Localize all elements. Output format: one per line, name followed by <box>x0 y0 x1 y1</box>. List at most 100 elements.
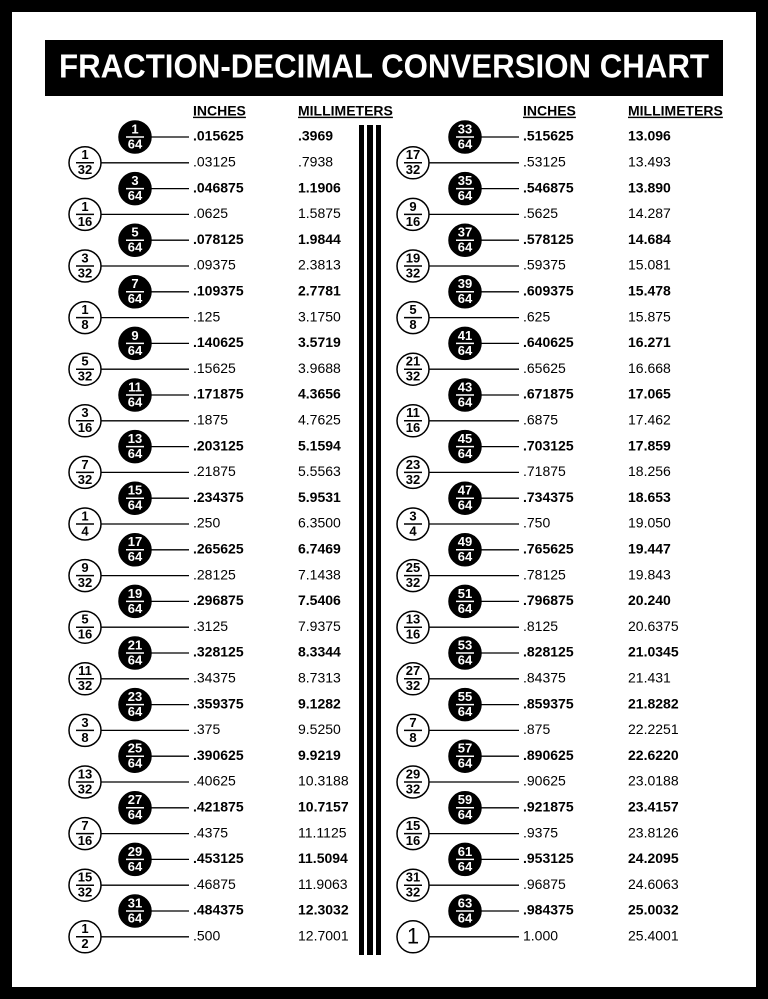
numerator: 15 <box>128 483 142 498</box>
denominator: 64 <box>128 291 143 306</box>
inches-value: .359375 <box>193 695 244 711</box>
denominator: 32 <box>78 575 92 590</box>
inches-value: .734375 <box>523 489 574 505</box>
denominator: 16 <box>406 214 420 229</box>
inches-value: .4375 <box>193 824 228 840</box>
denominator: 64 <box>128 240 143 255</box>
inches-value: .984375 <box>523 902 574 918</box>
numerator: 15 <box>406 818 420 833</box>
numerator: 27 <box>406 663 420 678</box>
mm-value: .3969 <box>298 128 333 144</box>
inches-value: .625 <box>523 308 550 324</box>
denominator: 64 <box>128 807 143 822</box>
mm-value: 4.7625 <box>298 412 341 428</box>
denominator: 32 <box>78 885 92 900</box>
denominator: 8 <box>81 730 88 745</box>
mm-value: 1.9844 <box>298 231 341 247</box>
denominator: 64 <box>458 910 473 925</box>
denominator: 32 <box>406 575 420 590</box>
inches-value: .796875 <box>523 592 574 608</box>
numerator: 55 <box>458 689 472 704</box>
inches-value: .453125 <box>193 850 244 866</box>
inches-value: .71875 <box>523 463 566 479</box>
denominator: 32 <box>78 162 92 177</box>
mm-value: 18.256 <box>628 463 671 479</box>
denominator: 64 <box>458 446 473 461</box>
mm-value: 3.9688 <box>298 360 341 376</box>
mm-value: 19.447 <box>628 541 671 557</box>
inches-value: .515625 <box>523 128 574 144</box>
mm-value: 25.0032 <box>628 902 679 918</box>
inches-value: .921875 <box>523 799 574 815</box>
numerator: 9 <box>81 560 88 575</box>
denominator: 16 <box>78 627 92 642</box>
numerator: 23 <box>406 457 420 472</box>
numerator: 7 <box>131 276 138 291</box>
numerator: 7 <box>81 818 88 833</box>
mm-value: 1.5875 <box>298 205 341 221</box>
inches-value: .15625 <box>193 360 236 376</box>
mm-value: 1.1906 <box>298 179 341 195</box>
numerator: 1 <box>81 147 88 162</box>
denominator: 64 <box>128 394 143 409</box>
inches-value: .171875 <box>193 386 244 402</box>
numerator: 13 <box>128 431 142 446</box>
inches-value: .671875 <box>523 386 574 402</box>
inches-value: .640625 <box>523 334 574 350</box>
inches-value: .953125 <box>523 850 574 866</box>
inches-value: .8125 <box>523 618 558 634</box>
numerator: 31 <box>128 895 142 910</box>
mm-value: 20.240 <box>628 592 671 608</box>
inches-value: .421875 <box>193 799 244 815</box>
inches-value: .9375 <box>523 824 558 840</box>
numerator: 39 <box>458 276 472 291</box>
numerator: 41 <box>458 328 472 343</box>
numerator: 51 <box>458 586 472 601</box>
numerator: 11 <box>406 405 420 420</box>
inches-value: .890625 <box>523 747 574 763</box>
numerator: 15 <box>78 870 92 885</box>
mm-value: 13.096 <box>628 128 671 144</box>
numerator: 19 <box>128 586 142 601</box>
numerator: 9 <box>131 328 138 343</box>
numerator: 1 <box>131 121 138 136</box>
denominator: 64 <box>128 859 143 874</box>
inches-value: .546875 <box>523 179 574 195</box>
inches-value: .90625 <box>523 773 566 789</box>
denominator: 32 <box>406 472 420 487</box>
denominator: 32 <box>78 472 92 487</box>
mm-value: 11.9063 <box>298 876 348 892</box>
mm-value: 13.493 <box>628 154 671 170</box>
mm-value: 4.3656 <box>298 386 341 402</box>
denominator: 32 <box>406 369 420 384</box>
denominator: 16 <box>78 214 92 229</box>
mm-value: 16.668 <box>628 360 671 376</box>
inches-value: .015625 <box>193 128 244 144</box>
inches-value: .609375 <box>523 283 574 299</box>
mm-value: 9.1282 <box>298 695 341 711</box>
mm-value: .7938 <box>298 154 333 170</box>
denominator: 64 <box>128 601 143 616</box>
numerator: 19 <box>406 250 420 265</box>
inches-value: .84375 <box>523 670 566 686</box>
numerator: 13 <box>406 612 420 627</box>
denominator: 16 <box>78 420 92 435</box>
mm-value: 6.3500 <box>298 515 341 531</box>
numerator: 1 <box>81 508 88 523</box>
mm-value: 3.5719 <box>298 334 341 350</box>
mm-value: 9.5250 <box>298 721 341 737</box>
numerator: 37 <box>458 225 472 240</box>
mm-value: 20.6375 <box>628 618 679 634</box>
inches-value: .78125 <box>523 566 566 582</box>
inches-value: .59375 <box>523 257 566 273</box>
mm-value: 9.9219 <box>298 747 341 763</box>
inches-value: .3125 <box>193 618 228 634</box>
numerator: 1 <box>81 921 88 936</box>
denominator: 32 <box>78 678 92 693</box>
inches-value: .250 <box>193 515 220 531</box>
inches-value: .6875 <box>523 412 558 428</box>
inches-value: .125 <box>193 308 220 324</box>
numerator: 49 <box>458 534 472 549</box>
